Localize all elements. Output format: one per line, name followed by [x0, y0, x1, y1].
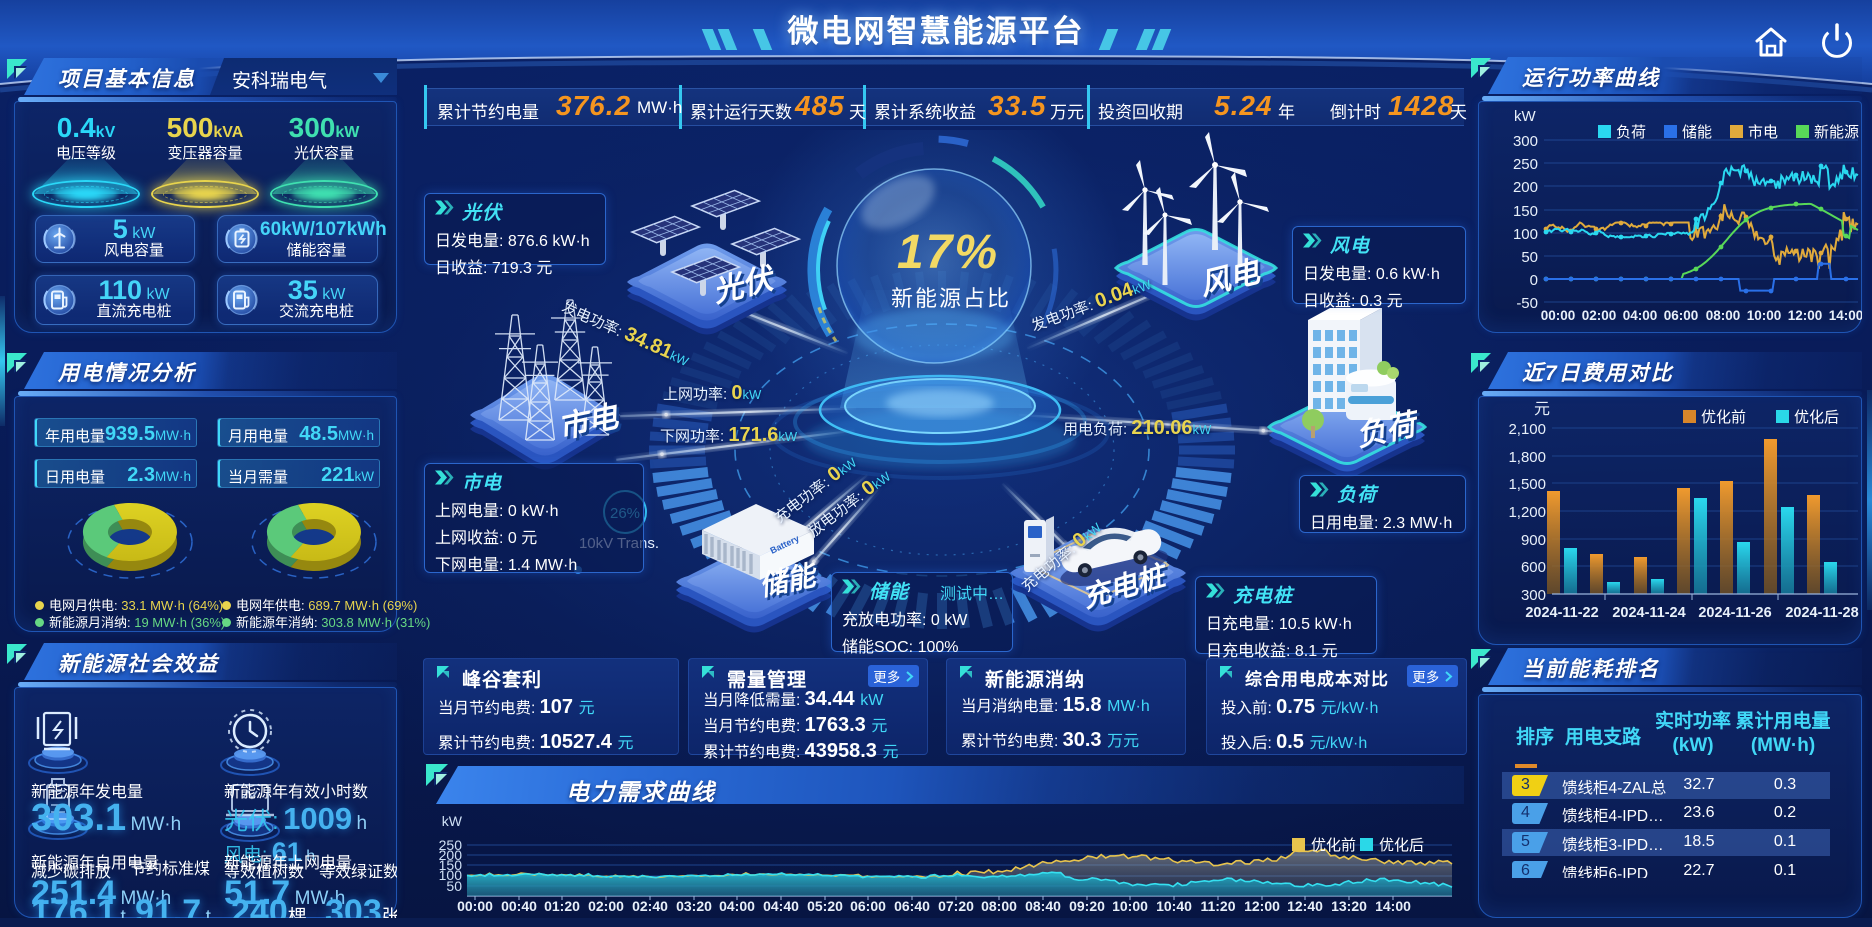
svg-text:1,800: 1,800 — [1508, 449, 1546, 466]
svg-text:kW: kW — [442, 813, 463, 829]
svg-text:1,200: 1,200 — [1508, 504, 1546, 521]
svg-text:200: 200 — [439, 847, 463, 863]
svg-text:06:40: 06:40 — [894, 898, 930, 914]
svg-text:08:00: 08:00 — [1706, 308, 1741, 323]
svg-text:04:00: 04:00 — [719, 898, 755, 914]
svg-text:150: 150 — [439, 857, 463, 873]
svg-text:13:20: 13:20 — [1331, 898, 1367, 914]
svg-text:10:00: 10:00 — [1747, 308, 1782, 323]
svg-text:01:20: 01:20 — [544, 898, 580, 914]
svg-text:08:40: 08:40 — [1025, 898, 1061, 914]
svg-text:2024-11-26: 2024-11-26 — [1698, 605, 1771, 621]
svg-text:市电: 市电 — [1748, 124, 1778, 141]
svg-text:优化后: 优化后 — [1379, 837, 1424, 854]
svg-text:06:00: 06:00 — [850, 898, 886, 914]
svg-text:100: 100 — [439, 867, 463, 883]
svg-text:12:00: 12:00 — [1788, 308, 1823, 323]
svg-text:2024-11-28: 2024-11-28 — [1785, 605, 1858, 621]
svg-text:50: 50 — [1521, 249, 1538, 266]
svg-text:250: 250 — [1513, 156, 1538, 173]
svg-text:08:00: 08:00 — [981, 898, 1017, 914]
svg-text:02:00: 02:00 — [588, 898, 624, 914]
svg-text:00:00: 00:00 — [1541, 308, 1576, 323]
svg-text:06:00: 06:00 — [1664, 308, 1699, 323]
svg-text:09:20: 09:20 — [1069, 898, 1105, 914]
svg-text:04:00: 04:00 — [1623, 308, 1658, 323]
svg-text:900: 900 — [1521, 532, 1546, 549]
svg-text:1,500: 1,500 — [1508, 476, 1546, 493]
svg-text:02:00: 02:00 — [1582, 308, 1617, 323]
svg-text:12:00: 12:00 — [1244, 898, 1280, 914]
svg-text:储能: 储能 — [1682, 124, 1712, 141]
svg-text:300: 300 — [1521, 587, 1546, 604]
svg-text:元: 元 — [1534, 401, 1550, 418]
svg-text:100: 100 — [1513, 226, 1538, 243]
svg-text:优化前: 优化前 — [1311, 837, 1356, 854]
svg-text:2,100: 2,100 — [1508, 421, 1546, 438]
svg-text:00:00: 00:00 — [457, 898, 493, 914]
svg-text:14:00: 14:00 — [1829, 308, 1862, 323]
svg-text:07:20: 07:20 — [938, 898, 974, 914]
svg-text:600: 600 — [1521, 559, 1546, 576]
svg-text:kW: kW — [1514, 108, 1537, 125]
svg-text:优化前: 优化前 — [1701, 409, 1746, 426]
svg-text:300: 300 — [1513, 133, 1538, 150]
svg-text:00:40: 00:40 — [501, 898, 537, 914]
svg-text:14:00: 14:00 — [1375, 898, 1411, 914]
svg-text:250: 250 — [439, 837, 463, 853]
svg-text:-50: -50 — [1516, 295, 1538, 312]
svg-text:0: 0 — [1530, 272, 1538, 289]
svg-text:负荷: 负荷 — [1616, 124, 1646, 141]
svg-text:03:20: 03:20 — [676, 898, 712, 914]
svg-text:新能源: 新能源 — [1814, 124, 1859, 141]
svg-text:150: 150 — [1513, 203, 1538, 220]
svg-text:05:20: 05:20 — [807, 898, 843, 914]
svg-text:200: 200 — [1513, 179, 1538, 196]
svg-text:50: 50 — [446, 878, 462, 894]
svg-text:10:00: 10:00 — [1112, 898, 1148, 914]
svg-text:优化后: 优化后 — [1794, 409, 1839, 426]
svg-text:11:20: 11:20 — [1200, 898, 1235, 914]
svg-text:04:40: 04:40 — [763, 898, 799, 914]
svg-text:17%: 17% — [897, 226, 999, 279]
svg-text:10:40: 10:40 — [1156, 898, 1192, 914]
svg-text:新能源占比: 新能源占比 — [891, 286, 1011, 311]
svg-text:2024-11-24: 2024-11-24 — [1612, 605, 1685, 621]
svg-text:2024-11-22: 2024-11-22 — [1525, 605, 1598, 621]
svg-text:12:40: 12:40 — [1287, 898, 1323, 914]
svg-text:02:40: 02:40 — [632, 898, 668, 914]
